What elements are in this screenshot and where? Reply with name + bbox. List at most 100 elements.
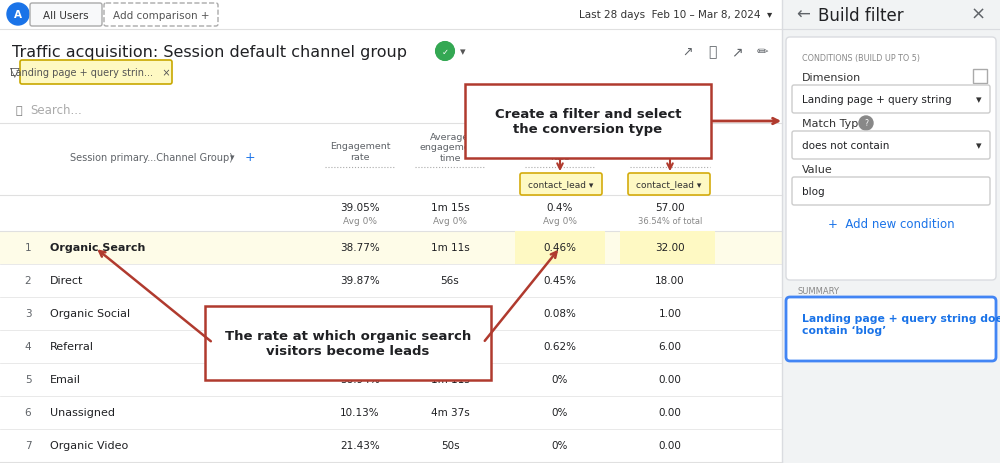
Text: 39.05%: 39.05% [340,202,380,213]
Text: Traffic acquisition: Session default channel group: Traffic acquisition: Session default cha… [12,45,407,60]
Text: Organic Search: Organic Search [50,243,145,253]
Text: Rows per page:: Rows per page: [490,106,566,116]
Text: 10.13%: 10.13% [340,407,380,418]
Text: ▾: ▾ [976,95,982,105]
FancyBboxPatch shape [786,297,996,361]
Text: 0%: 0% [552,407,568,418]
Text: Referral: Referral [50,342,94,352]
Text: 18.00: 18.00 [655,276,685,286]
Text: 0.08%: 0.08% [544,309,576,319]
Text: does not contain: does not contain [802,141,889,150]
FancyBboxPatch shape [786,38,996,281]
Text: Direct: Direct [50,276,83,286]
Text: 6: 6 [25,407,31,418]
Text: Organic Social: Organic Social [50,309,130,319]
Text: 38.77%: 38.77% [340,243,380,253]
Text: 5: 5 [25,375,31,385]
Text: +: + [245,151,256,164]
Text: ▾: ▾ [230,153,234,162]
Text: Dimension: Dimension [802,73,861,83]
Circle shape [859,117,873,131]
Text: 36.54% of total: 36.54% of total [638,217,702,226]
Text: 1m 15s: 1m 15s [431,202,469,213]
Text: +  Add new condition: + Add new condition [828,218,954,231]
Text: ▾: ▾ [460,47,466,57]
FancyBboxPatch shape [792,131,990,160]
Text: 0.00: 0.00 [659,375,681,385]
Text: 1: 1 [25,243,31,253]
Text: Landing page + query string: Landing page + query string [802,95,952,105]
Text: Average
engagement
time: Average engagement time [420,133,480,163]
FancyBboxPatch shape [20,61,172,85]
Text: 0.46%: 0.46% [544,243,576,253]
Text: ✏: ✏ [756,45,768,59]
Text: 1.00: 1.00 [658,309,682,319]
FancyBboxPatch shape [515,232,605,264]
Text: A: A [14,11,22,20]
FancyBboxPatch shape [0,232,782,264]
Text: 10   ▾: 10 ▾ [580,106,606,116]
Text: 50s: 50s [441,441,459,450]
Text: 0.00: 0.00 [659,441,681,450]
Text: SUMMARY: SUMMARY [798,287,840,296]
Text: Create a filter and select
the conversion type: Create a filter and select the conversio… [495,108,681,136]
Text: Avg 0%: Avg 0% [343,217,377,226]
Text: ↗: ↗ [731,45,743,59]
Text: 21.43%: 21.43% [340,441,380,450]
Text: Build filter: Build filter [818,7,904,25]
Text: Engagement
rate: Engagement rate [330,142,390,161]
Text: blog: blog [802,187,825,197]
FancyBboxPatch shape [520,174,602,195]
Text: 39.87%: 39.87% [340,276,380,286]
Text: 32.00: 32.00 [655,243,685,253]
Text: Session primary...Channel Group): Session primary...Channel Group) [70,153,233,163]
Text: 0.62%: 0.62% [544,342,576,352]
Text: 3: 3 [25,309,31,319]
Text: 0.4%: 0.4% [547,202,573,213]
FancyBboxPatch shape [205,307,491,380]
Text: ⧉: ⧉ [708,45,716,59]
Text: Email: Email [50,375,81,385]
Text: 4: 4 [25,342,31,352]
Text: Unassigned: Unassigned [50,407,115,418]
Text: 7: 7 [25,441,31,450]
Text: Search...: Search... [30,104,82,117]
Text: ▾: ▾ [976,141,982,150]
Text: Landing page + query string does not
contain ‘blog’: Landing page + query string does not con… [802,313,1000,335]
Text: 0%: 0% [552,375,568,385]
Text: Landing page + query strin...   ×: Landing page + query strin... × [10,69,170,78]
FancyBboxPatch shape [792,86,990,114]
Text: All Users: All Users [43,11,89,21]
FancyBboxPatch shape [628,174,710,195]
Text: ↗: ↗ [682,45,692,58]
FancyBboxPatch shape [620,232,715,264]
Text: 🔍: 🔍 [16,106,23,116]
Text: 0.00: 0.00 [659,407,681,418]
Circle shape [7,4,29,26]
Text: ×: × [971,6,986,24]
FancyBboxPatch shape [104,4,218,27]
Text: 1–7 of 7: 1–7 of 7 [612,106,651,116]
Text: 0.45%: 0.45% [544,276,576,286]
Text: contact_lead ▾: contact_lead ▾ [528,180,594,189]
Text: 56s: 56s [441,276,459,286]
Text: 0%: 0% [552,441,568,450]
Text: 38.94%: 38.94% [340,375,380,385]
FancyBboxPatch shape [973,70,987,84]
Text: 6.00: 6.00 [658,342,682,352]
Text: ←: ← [796,6,810,24]
FancyBboxPatch shape [465,85,711,159]
Text: ✓: ✓ [442,48,448,57]
Text: ▽: ▽ [10,66,20,79]
FancyBboxPatch shape [782,0,1000,463]
Text: 1m 11s: 1m 11s [431,375,469,385]
Text: ?: ? [864,119,868,128]
Text: Match Type: Match Type [802,119,865,129]
Text: Value: Value [802,165,833,175]
Text: Conversions: Conversions [641,147,699,156]
Text: Last 28 days  Feb 10 – Mar 8, 2024  ▾: Last 28 days Feb 10 – Mar 8, 2024 ▾ [579,10,772,20]
FancyBboxPatch shape [792,178,990,206]
Text: 57.00: 57.00 [655,202,685,213]
Text: The rate at which organic search
visitors become leads: The rate at which organic search visitor… [225,329,471,357]
Text: 1m 11s: 1m 11s [431,243,469,253]
